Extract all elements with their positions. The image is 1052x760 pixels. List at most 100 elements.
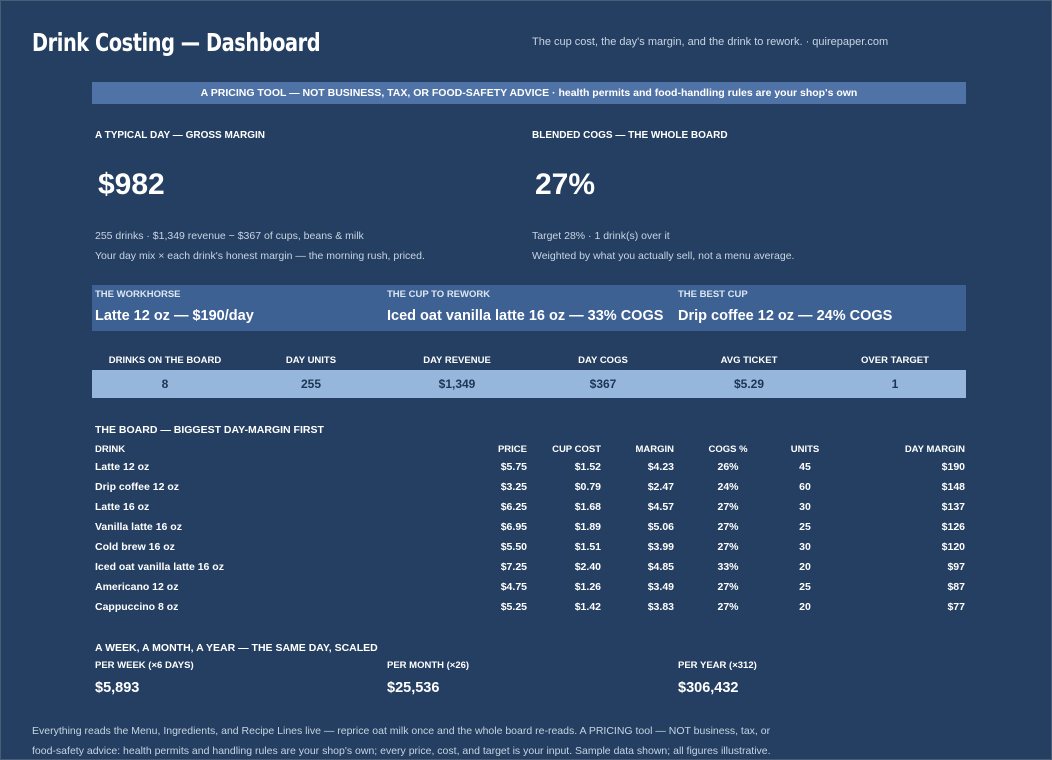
- per-week-value: $5,893: [95, 680, 140, 696]
- per-year-label: PER YEAR (×312): [678, 660, 757, 671]
- cogs-label: BLENDED COGS — THE WHOLE BOARD: [532, 130, 728, 141]
- cell-price: $6.95: [500, 521, 527, 533]
- cell-cogs-pct: 24%: [717, 481, 739, 493]
- cogs-detail: Target 28% · 1 drink(s) over it: [532, 230, 670, 242]
- cell-day-margin: $120: [941, 541, 965, 553]
- cell-margin: $3.49: [647, 581, 674, 593]
- board-title: THE BOARD — BIGGEST DAY-MARGIN FIRST: [95, 424, 324, 436]
- rework-value: Iced oat vanilla latte 16 oz — 33% COGS: [387, 308, 664, 324]
- best-cup-value: Drip coffee 12 oz — 24% COGS: [678, 308, 893, 324]
- cogs-value: 27%: [535, 168, 596, 201]
- cell-cogs-pct: 27%: [717, 601, 739, 613]
- cell-cup-cost: $1.89: [574, 521, 601, 533]
- best-cup-label: THE BEST CUP: [678, 289, 748, 300]
- disclaimer-banner: A PRICING TOOL — NOT BUSINESS, TAX, OR F…: [92, 82, 966, 104]
- cell-units: 25: [799, 521, 811, 533]
- gross-margin-detail: 255 drinks · $1,349 revenue − $367 of cu…: [95, 230, 364, 242]
- cell-drink: Iced oat vanilla latte 16 oz: [95, 561, 224, 573]
- per-month-label: PER MONTH (×26): [387, 660, 470, 671]
- kpi-units-value: 255: [300, 377, 322, 391]
- cell-day-margin: $137: [941, 501, 965, 513]
- cell-day-margin: $97: [947, 561, 965, 573]
- cell-units: 20: [799, 601, 811, 613]
- cell-margin: $2.47: [647, 481, 674, 493]
- footer-note-line1: Everything reads the Menu, Ingredients, …: [32, 725, 771, 737]
- cell-margin: $5.06: [647, 521, 674, 533]
- cell-cogs-pct: 27%: [717, 541, 739, 553]
- cell-margin: $4.23: [647, 461, 674, 473]
- kpi-revenue-label: DAY REVENUE: [423, 355, 491, 366]
- kpi-drinks-value: 8: [161, 377, 169, 391]
- kpi-over-target-label: OVER TARGET: [861, 355, 929, 366]
- page-title: Drink Costing — Dashboard: [32, 28, 321, 57]
- col-drink: DRINK: [95, 444, 126, 455]
- cell-margin: $3.83: [647, 601, 674, 613]
- per-week-label: PER WEEK (×6 DAYS): [95, 660, 194, 671]
- cell-price: $6.25: [500, 501, 527, 513]
- cell-price: $4.75: [500, 581, 527, 593]
- col-day-margin: DAY MARGIN: [904, 444, 965, 455]
- kpi-drinks-label: DRINKS ON THE BOARD: [108, 355, 222, 366]
- cell-drink: Cold brew 16 oz: [95, 541, 175, 553]
- cell-day-margin: $126: [941, 521, 965, 533]
- kpi-cogs-value: $367: [589, 377, 617, 391]
- cell-margin: $3.99: [647, 541, 674, 553]
- cell-cogs-pct: 27%: [717, 501, 739, 513]
- cell-day-margin: $87: [947, 581, 965, 593]
- footer-note-line2: food-safety advice: health permits and h…: [32, 745, 771, 757]
- cell-cogs-pct: 33%: [717, 561, 739, 573]
- cell-cup-cost: $1.26: [574, 581, 601, 593]
- cell-price: $3.25: [500, 481, 527, 493]
- gross-margin-value: $982: [98, 168, 165, 201]
- cell-drink: Latte 16 oz: [95, 501, 150, 513]
- col-cogs-pct: COGS %: [708, 444, 748, 455]
- cell-cup-cost: $2.40: [574, 561, 601, 573]
- cell-units: 20: [799, 561, 811, 573]
- kpi-ticket-value: $5.29: [733, 377, 765, 391]
- cell-cup-cost: $1.68: [574, 501, 601, 513]
- per-year-value: $306,432: [678, 680, 739, 696]
- cell-cup-cost: $1.51: [574, 541, 601, 553]
- cell-units: 45: [799, 461, 811, 473]
- cell-day-margin: $77: [947, 601, 965, 613]
- cell-price: $5.50: [500, 541, 527, 553]
- cell-margin: $4.85: [647, 561, 674, 573]
- cell-drink: Vanilla latte 16 oz: [95, 521, 182, 533]
- gross-margin-note: Your day mix × each drink's honest margi…: [95, 250, 425, 262]
- kpi-bar: [92, 370, 966, 398]
- cell-cup-cost: $1.42: [574, 601, 601, 613]
- kpi-cogs-label: DAY COGS: [578, 355, 628, 366]
- workhorse-value: Latte 12 oz — $190/day: [95, 308, 254, 324]
- cell-cogs-pct: 27%: [717, 521, 739, 533]
- cell-price: $5.75: [500, 461, 527, 473]
- page-tagline: The cup cost, the day's margin, and the …: [532, 36, 889, 48]
- cell-price: $7.25: [500, 561, 527, 573]
- cell-units: 30: [799, 541, 811, 553]
- col-margin: MARGIN: [635, 444, 674, 455]
- cell-drink: Cappuccino 8 oz: [95, 601, 179, 613]
- cell-units: 60: [799, 481, 811, 493]
- col-price: PRICE: [497, 444, 527, 455]
- kpi-ticket-label: AVG TICKET: [720, 355, 778, 366]
- col-cup-cost: CUP COST: [552, 444, 601, 455]
- per-month-value: $25,536: [387, 680, 440, 696]
- rework-label: THE CUP TO REWORK: [387, 289, 491, 300]
- cell-cup-cost: $1.52: [574, 461, 601, 473]
- cell-drink: Drip coffee 12 oz: [95, 481, 180, 493]
- cell-day-margin: $190: [941, 461, 965, 473]
- cell-units: 30: [799, 501, 811, 513]
- cell-cogs-pct: 27%: [717, 581, 739, 593]
- highlight-strip: THE WORKHORSE Latte 12 oz — $190/day THE…: [92, 285, 966, 331]
- cell-cup-cost: $0.79: [574, 481, 601, 493]
- cell-margin: $4.57: [647, 501, 674, 513]
- cell-units: 25: [799, 581, 811, 593]
- kpi-units-label: DAY UNITS: [285, 355, 337, 366]
- scaled-title: A WEEK, A MONTH, A YEAR — THE SAME DAY, …: [95, 642, 378, 654]
- cogs-note: Weighted by what you actually sell, not …: [532, 250, 795, 262]
- cell-drink: Americano 12 oz: [95, 581, 179, 593]
- kpi-over-target-value: 1: [891, 377, 899, 391]
- gross-margin-label: A TYPICAL DAY — GROSS MARGIN: [95, 130, 266, 141]
- cell-price: $5.25: [500, 601, 527, 613]
- workhorse-label: THE WORKHORSE: [95, 289, 181, 300]
- kpi-revenue-value: $1,349: [438, 377, 476, 391]
